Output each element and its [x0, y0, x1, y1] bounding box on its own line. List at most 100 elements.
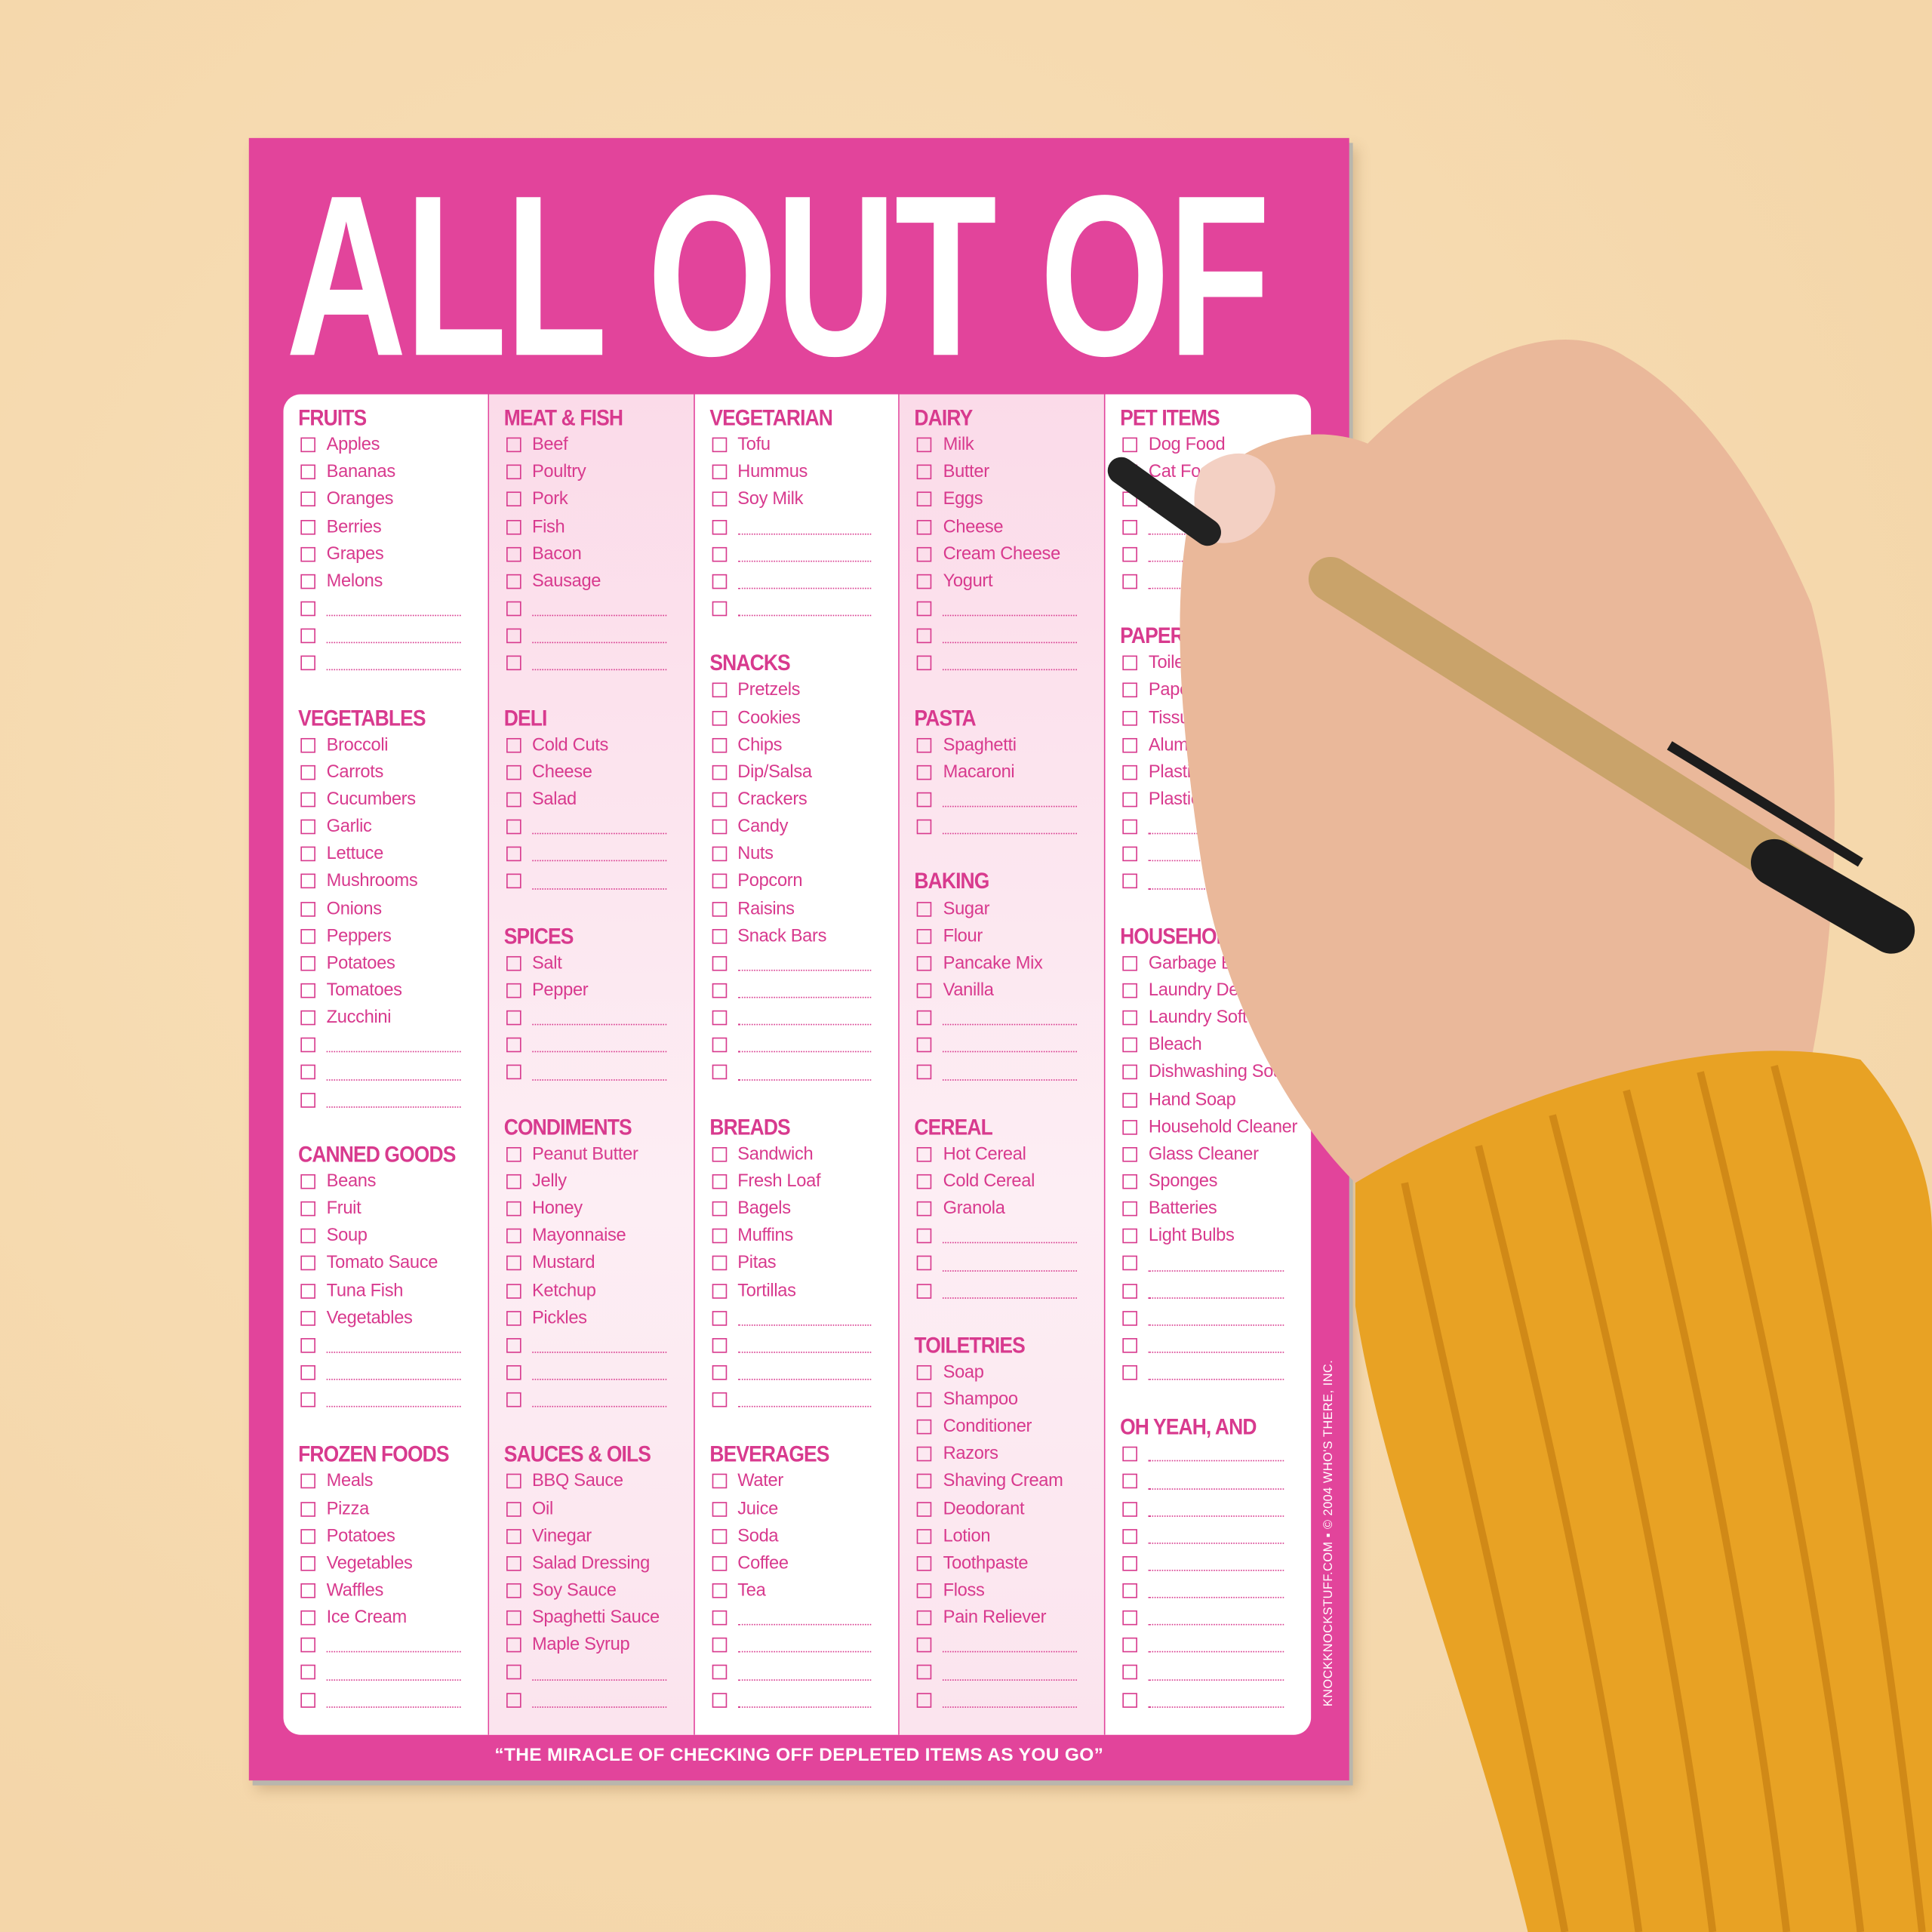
checkbox[interactable]: [917, 1638, 932, 1653]
checkbox[interactable]: [506, 492, 521, 507]
blank-checklist-line[interactable]: [694, 595, 899, 623]
checkbox[interactable]: [917, 1447, 932, 1462]
checklist-item[interactable]: Raisins: [694, 895, 899, 922]
blank-checklist-line[interactable]: [900, 1659, 1104, 1686]
blank-checklist-line[interactable]: [900, 650, 1104, 677]
blank-checklist-line[interactable]: [284, 650, 488, 677]
checkbox[interactable]: [1122, 656, 1138, 671]
checkbox[interactable]: [1122, 874, 1138, 889]
dotted-write-in-line[interactable]: [326, 642, 461, 644]
blank-checklist-line[interactable]: [489, 1359, 694, 1386]
checkbox[interactable]: [712, 955, 727, 971]
dotted-write-in-line[interactable]: [737, 560, 872, 562]
checkbox[interactable]: [300, 1665, 315, 1681]
checkbox[interactable]: [917, 983, 932, 998]
dotted-write-in-line[interactable]: [326, 1106, 461, 1108]
blank-checklist-line[interactable]: [284, 595, 488, 623]
checkbox[interactable]: [712, 1010, 727, 1026]
blank-checklist-line[interactable]: [489, 595, 694, 623]
checkbox[interactable]: [1122, 1283, 1138, 1298]
checkbox[interactable]: [917, 1283, 932, 1298]
checkbox[interactable]: [712, 1583, 727, 1598]
checkbox[interactable]: [712, 1038, 727, 1053]
checkbox[interactable]: [506, 1256, 521, 1271]
checkbox[interactable]: [300, 983, 315, 998]
checkbox[interactable]: [300, 464, 315, 480]
checkbox[interactable]: [917, 1256, 932, 1271]
checklist-item[interactable]: Flour: [900, 922, 1104, 949]
checklist-item[interactable]: Pepper: [489, 977, 694, 1004]
dotted-write-in-line[interactable]: [1148, 533, 1284, 535]
checkbox[interactable]: [506, 737, 521, 753]
checkbox[interactable]: [300, 901, 315, 916]
blank-checklist-line[interactable]: [900, 1059, 1104, 1086]
checkbox[interactable]: [506, 847, 521, 862]
checkbox[interactable]: [917, 1229, 932, 1244]
checkbox[interactable]: [506, 1583, 521, 1598]
blank-checklist-line[interactable]: [694, 513, 899, 540]
checklist-item[interactable]: Vinegar: [489, 1523, 694, 1550]
checkbox[interactable]: [712, 874, 727, 889]
blank-checklist-line[interactable]: [1106, 540, 1311, 568]
checklist-item[interactable]: Cat Fo: [1106, 459, 1311, 486]
checklist-item[interactable]: Melons: [284, 568, 488, 595]
checkbox[interactable]: [712, 1474, 727, 1490]
checklist-item[interactable]: Zucchini: [284, 1004, 488, 1032]
dotted-write-in-line[interactable]: [1148, 1706, 1284, 1708]
checkbox[interactable]: [712, 1201, 727, 1217]
blank-checklist-line[interactable]: [694, 1004, 899, 1032]
checklist-item[interactable]: Mustard: [489, 1250, 694, 1277]
checkbox[interactable]: [300, 1392, 315, 1407]
checklist-item[interactable]: Glass Cleaner: [1106, 1141, 1311, 1168]
checklist-item[interactable]: Cream Cheese: [900, 540, 1104, 568]
checklist-item[interactable]: Plastic Wra: [1106, 758, 1311, 786]
blank-checklist-line[interactable]: [1106, 1277, 1311, 1304]
checklist-item[interactable]: Candy: [694, 814, 899, 841]
checklist-item[interactable]: Cold Cereal: [900, 1168, 1104, 1195]
checklist-item[interactable]: Poultry: [489, 459, 694, 486]
checklist-item[interactable]: Eggs: [900, 486, 1104, 513]
checkbox[interactable]: [1122, 1146, 1138, 1162]
dotted-write-in-line[interactable]: [1148, 860, 1284, 862]
dotted-write-in-line[interactable]: [737, 614, 872, 617]
blank-checklist-line[interactable]: [284, 1059, 488, 1086]
checklist-item[interactable]: Milk: [900, 432, 1104, 459]
checklist-item[interactable]: Onions: [284, 895, 488, 922]
dotted-write-in-line[interactable]: [1148, 1542, 1284, 1544]
checkbox[interactable]: [917, 955, 932, 971]
checkbox[interactable]: [300, 1310, 315, 1326]
checklist-item[interactable]: Pretzels: [694, 677, 899, 704]
checkbox[interactable]: [300, 437, 315, 453]
blank-checklist-line[interactable]: [284, 1632, 488, 1659]
checkbox[interactable]: [1122, 1364, 1138, 1380]
checklist-item[interactable]: Carrots: [284, 758, 488, 786]
checklist-item[interactable]: Cold Cuts: [489, 731, 694, 758]
checkbox[interactable]: [300, 819, 315, 835]
checkbox[interactable]: [917, 792, 932, 808]
dotted-write-in-line[interactable]: [1148, 1624, 1284, 1626]
checklist-item[interactable]: Spaghetti Sauce: [489, 1604, 694, 1632]
checkbox[interactable]: [1122, 683, 1138, 698]
blank-checklist-line[interactable]: [694, 1359, 899, 1386]
checkbox[interactable]: [917, 492, 932, 507]
blank-checklist-line[interactable]: [489, 841, 694, 868]
dotted-write-in-line[interactable]: [737, 1051, 872, 1053]
checkbox[interactable]: [917, 928, 932, 944]
checklist-item[interactable]: Juice: [694, 1495, 899, 1522]
blank-checklist-line[interactable]: [1106, 1523, 1311, 1550]
dotted-write-in-line[interactable]: [326, 614, 461, 617]
checkbox[interactable]: [917, 1611, 932, 1626]
checkbox[interactable]: [506, 819, 521, 835]
checkbox[interactable]: [1122, 1474, 1138, 1490]
checkbox[interactable]: [1122, 1555, 1138, 1571]
dotted-write-in-line[interactable]: [326, 1051, 461, 1053]
checkbox[interactable]: [300, 1092, 315, 1107]
checkbox[interactable]: [506, 1146, 521, 1162]
checkbox[interactable]: [506, 1611, 521, 1626]
checklist-item[interactable]: Berries: [284, 513, 488, 540]
checkbox[interactable]: [506, 764, 521, 780]
checkbox[interactable]: [917, 1420, 932, 1435]
dotted-write-in-line[interactable]: [943, 1242, 1078, 1244]
checkbox[interactable]: [712, 1501, 727, 1517]
checkbox[interactable]: [300, 847, 315, 862]
